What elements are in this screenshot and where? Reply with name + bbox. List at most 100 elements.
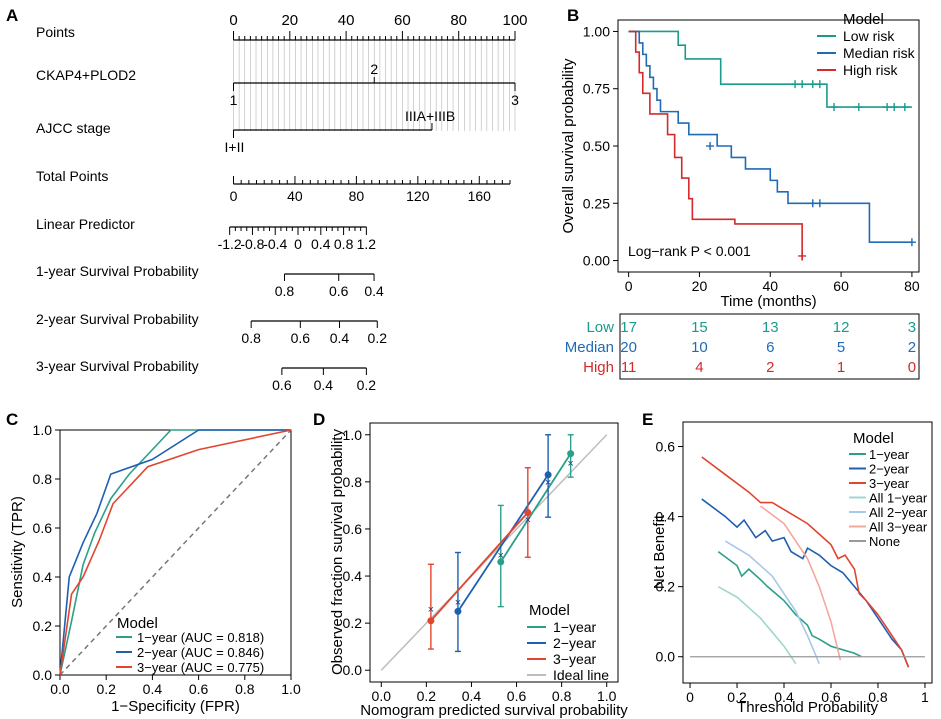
x-tick-label: 0.4 bbox=[143, 681, 163, 697]
calibration-point bbox=[524, 508, 532, 516]
linear-predictor-tick-label: -0.8 bbox=[240, 236, 264, 252]
x-tick-label: 0.0 bbox=[50, 681, 70, 697]
linear-predictor-tick-label: -1.2 bbox=[218, 236, 242, 252]
dca-curve-all2 bbox=[724, 540, 820, 665]
table-row-label: Low bbox=[586, 319, 614, 336]
y-tick-label: 0.25 bbox=[583, 195, 610, 211]
table-cell: 0 bbox=[908, 359, 916, 376]
legend-label: All 2−year bbox=[869, 505, 928, 520]
y-tick-label: 0.0 bbox=[33, 667, 53, 683]
x-tick-label: 0.6 bbox=[507, 688, 527, 704]
x-tick-label: 0.6 bbox=[821, 689, 841, 705]
x-tick-label: 0 bbox=[686, 689, 694, 705]
y-tick-label: 0.00 bbox=[583, 253, 610, 269]
linear-predictor-tick-label: 0.8 bbox=[334, 236, 354, 252]
nomogram-row-label: 1-year Survival Probability bbox=[36, 263, 199, 279]
bias-corrected-mark: × bbox=[428, 604, 434, 616]
ckap4-plod2-level: 1 bbox=[230, 92, 238, 108]
legend-label: 2−year (AUC = 0.846) bbox=[137, 645, 264, 660]
roc-curve-three_year bbox=[59, 429, 292, 676]
survival-scale-label: 0.2 bbox=[368, 330, 388, 346]
linear-predictor-tick-label: 1.2 bbox=[357, 236, 377, 252]
y-axis-label: Net Benefit bbox=[651, 514, 668, 589]
x-tick-label: 1.0 bbox=[597, 688, 617, 704]
km-curve-low bbox=[628, 30, 912, 108]
km-curve-high bbox=[628, 30, 803, 261]
x-tick-label: 1.0 bbox=[281, 681, 301, 697]
points-tick-label: 0 bbox=[229, 12, 237, 29]
x-axis-label: 1−Specificity (FPR) bbox=[111, 698, 240, 715]
legend-title: Model bbox=[853, 430, 894, 447]
x-tick-label: 0.8 bbox=[552, 688, 572, 704]
panel-label-a: A bbox=[6, 6, 18, 25]
bias-corrected-mark: × bbox=[567, 458, 573, 470]
y-axis-label: Overall survival probability bbox=[560, 58, 577, 234]
y-tick-label: 0.2 bbox=[33, 618, 53, 634]
y-tick-label: 0.6 bbox=[343, 521, 363, 537]
ckap4-plod2-level: 2 bbox=[370, 61, 378, 77]
total-points-tick-label: 80 bbox=[349, 188, 365, 204]
legend-label: 3−year (AUC = 0.775) bbox=[137, 660, 264, 675]
y-tick-label: 0.50 bbox=[583, 138, 610, 154]
legend-label: 1−year bbox=[869, 447, 910, 462]
survival-scale-label: 0.6 bbox=[291, 330, 311, 346]
y-tick-label: 0.0 bbox=[343, 662, 363, 678]
km-curve-median bbox=[628, 30, 912, 244]
x-tick-label: 60 bbox=[833, 278, 849, 294]
x-tick-label: 0.6 bbox=[189, 681, 209, 697]
nomogram-row-label: Linear Predictor bbox=[36, 216, 135, 232]
x-tick-label: 1 bbox=[921, 689, 929, 705]
table-row-label: High bbox=[583, 359, 614, 376]
nomogram-panel: Points CKAP4+PLOD2 AJCC stage Total Points L… bbox=[36, 12, 528, 393]
panel-label-d: D bbox=[313, 410, 325, 429]
dca-curve-three_year bbox=[701, 456, 910, 668]
table-frame bbox=[619, 313, 920, 380]
bias-corrected-mark: × bbox=[498, 550, 504, 562]
ajcc-level: I+II bbox=[225, 139, 245, 155]
table-cell: 6 bbox=[766, 339, 774, 356]
x-tick-label: 0.4 bbox=[462, 688, 482, 704]
legend-label: None bbox=[869, 534, 900, 549]
legend-label: Low risk bbox=[843, 28, 895, 44]
roc-curve-one_year bbox=[59, 429, 291, 676]
survival-scale-label: 0.2 bbox=[357, 377, 377, 393]
legend-title: Model bbox=[117, 615, 158, 632]
legend-label: Median risk bbox=[843, 45, 916, 61]
y-tick-label: 0.4 bbox=[343, 568, 363, 584]
survival-scale-label: 0.6 bbox=[272, 377, 292, 393]
survival-scale-label: 0.4 bbox=[364, 283, 384, 299]
table-cell: 2 bbox=[908, 339, 916, 356]
survival-scale-label: 0.4 bbox=[330, 330, 350, 346]
bias-corrected-mark: × bbox=[455, 597, 461, 609]
y-tick-label: 0.0 bbox=[656, 649, 676, 665]
x-tick-label: 0.2 bbox=[727, 689, 747, 705]
y-tick-label: 0.75 bbox=[583, 81, 610, 97]
y-tick-label: 1.0 bbox=[343, 427, 363, 443]
table-cell: 1 bbox=[837, 359, 845, 376]
y-tick-label: 1.00 bbox=[583, 23, 610, 39]
panel-label-e: E bbox=[642, 410, 653, 429]
calibration-panel: 0.00.20.40.60.81.00.0 0.2 0.4 0.6 0.8 1.0Nomo… bbox=[329, 422, 628, 719]
table-cell: 2 bbox=[766, 359, 774, 376]
dca-curve-all1 bbox=[717, 585, 797, 665]
nomogram-row-label: Points bbox=[36, 24, 75, 40]
calibration-point bbox=[454, 607, 462, 615]
x-tick-label: 0 bbox=[625, 278, 633, 294]
survival-curve-panel: 0.00 0.25 0.50 0.75 1.00 0 20 40 60 80 Time (month… bbox=[560, 11, 920, 310]
bias-corrected-mark: × bbox=[525, 515, 531, 527]
linear-predictor-tick-label: -0.4 bbox=[263, 236, 287, 252]
legend-label: 1−year (AUC = 0.818) bbox=[137, 630, 264, 645]
table-cell: 11 bbox=[621, 359, 637, 376]
points-tick-label: 20 bbox=[281, 12, 298, 29]
legend-title: Model bbox=[529, 602, 570, 619]
total-points-tick-label: 160 bbox=[468, 188, 492, 204]
table-cell: 10 bbox=[691, 339, 708, 356]
points-tick-label: 80 bbox=[450, 12, 467, 29]
legend-label: Ideal line bbox=[553, 667, 609, 683]
survival-scale-label: 0.6 bbox=[329, 283, 349, 299]
dca-curve-one_year bbox=[717, 550, 862, 658]
table-cell: 3 bbox=[908, 319, 916, 336]
points-tick-label: 40 bbox=[338, 12, 355, 29]
panel-label-b: B bbox=[567, 6, 579, 25]
